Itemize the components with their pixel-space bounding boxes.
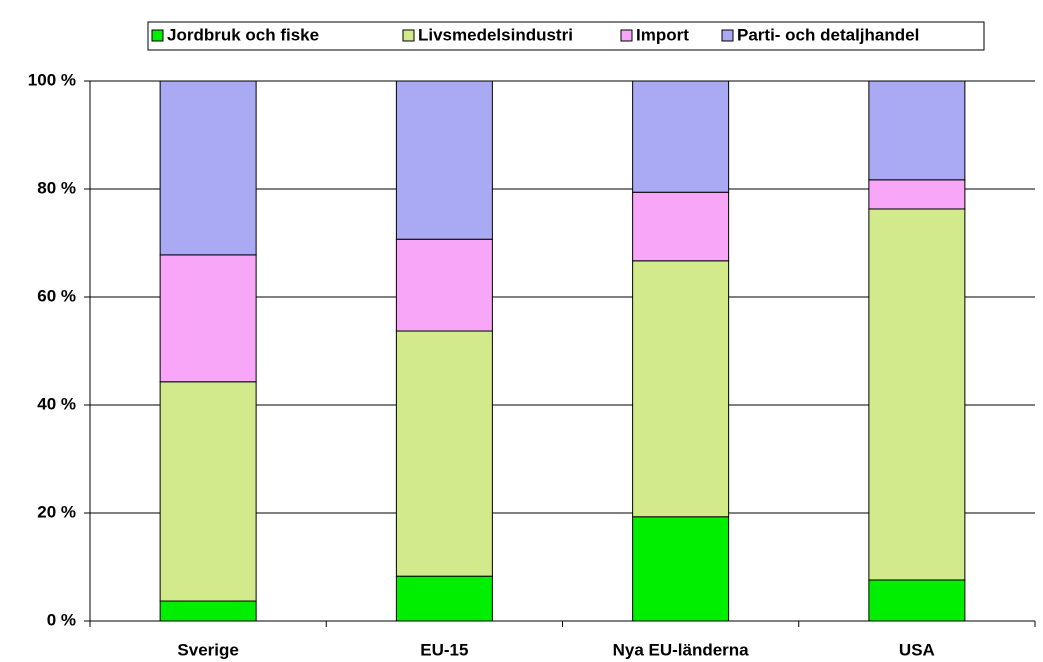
legend-swatch	[620, 29, 633, 42]
legend-label: Import	[636, 25, 689, 44]
bar-segment	[632, 191, 730, 262]
y-tick-label: 60 %	[37, 286, 76, 305]
x-tick-label: Sverige	[177, 640, 238, 659]
bar-segment	[395, 330, 493, 577]
bar-segment	[159, 254, 257, 383]
y-tick-label: 40 %	[37, 394, 76, 413]
bar-segment	[632, 80, 730, 193]
legend-swatch	[151, 29, 164, 42]
bar-segment	[868, 80, 966, 181]
bar-segment	[395, 575, 493, 622]
bar-segment	[395, 238, 493, 332]
y-tick-label: 80 %	[37, 178, 76, 197]
y-tick-label: 0 %	[47, 610, 76, 629]
legend-label: Livsmedelsindustri	[418, 25, 573, 44]
bar-segment	[868, 179, 966, 210]
legend-box	[147, 21, 985, 51]
legend-label: Jordbruk och fiske	[167, 25, 319, 44]
bar-segment	[159, 600, 257, 622]
bar-segment	[632, 260, 730, 518]
bar-segment	[868, 208, 966, 581]
bar-segment	[159, 381, 257, 602]
y-tick-label: 20 %	[37, 502, 76, 521]
x-tick-label: EU-15	[420, 640, 468, 659]
x-tick-label: Nya EU-länderna	[613, 640, 750, 659]
bar-segment	[395, 80, 493, 240]
legend-swatch	[402, 29, 415, 42]
legend-swatch	[721, 29, 734, 42]
y-tick-label: 100 %	[28, 70, 76, 89]
bar-segment	[632, 516, 730, 622]
bar-segment	[868, 579, 966, 622]
bar-segment	[159, 80, 257, 256]
legend-label: Parti- och detaljhandel	[737, 25, 919, 44]
x-tick-label: USA	[899, 640, 935, 659]
